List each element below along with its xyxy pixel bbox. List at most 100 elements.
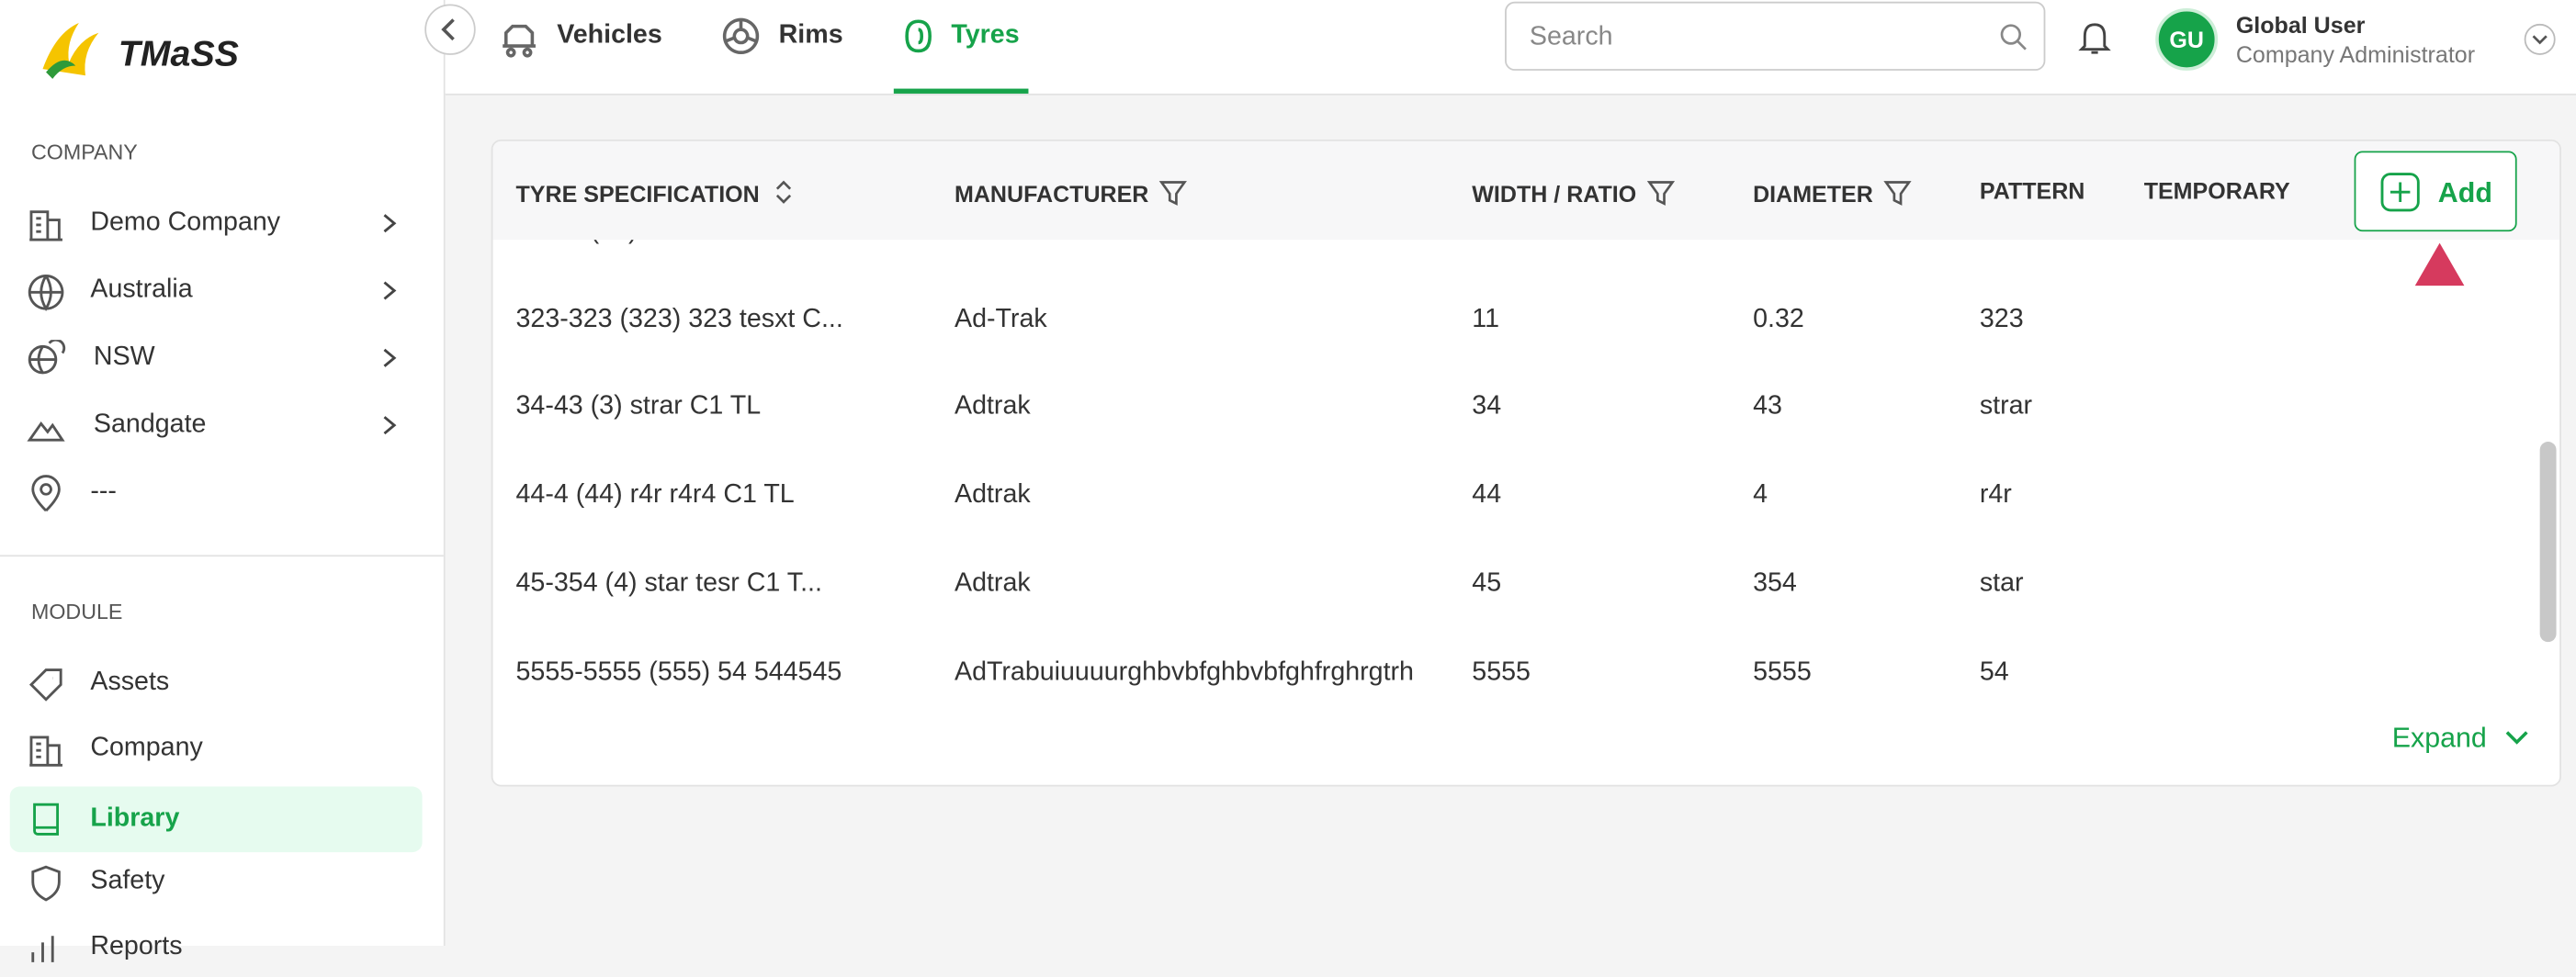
sidebar-item[interactable]: Library xyxy=(9,785,423,852)
add-label: Add xyxy=(2437,177,2492,209)
table-cell: 34 xyxy=(1472,393,1502,421)
add-button[interactable]: Add xyxy=(2354,151,2517,232)
table-cell: 32 xyxy=(1472,240,1685,246)
table-cell: Adtrak xyxy=(954,569,1031,598)
search-icon xyxy=(2000,24,2027,51)
table-cell: 11 xyxy=(1472,305,1499,333)
search-placeholder: Search xyxy=(1529,23,1613,51)
sidebar-item-label: Library xyxy=(90,803,180,832)
table-cell: 45 xyxy=(1472,569,1502,598)
logo-icon xyxy=(42,23,99,79)
sidebar-item-label: Reports xyxy=(90,933,183,961)
expand-label: Expand xyxy=(2391,722,2487,754)
table-cell: 45-354 (4) star tesr C1 T... xyxy=(515,569,822,598)
notification-bell[interactable] xyxy=(2076,19,2112,55)
user-menu-toggle[interactable] xyxy=(2522,21,2558,57)
add-icon xyxy=(2380,173,2420,212)
chevron xyxy=(383,281,397,300)
nav-tab[interactable]: Tyres xyxy=(951,21,1020,50)
table-cell: 323-323 (323) 323 tesxt C... xyxy=(515,305,843,333)
sort-icon[interactable] xyxy=(769,177,798,207)
column-header[interactable]: PATTERN xyxy=(1979,177,2085,204)
sidebar-item-label: Company xyxy=(90,734,203,763)
sidebar-item[interactable]: Demo Company xyxy=(0,194,444,253)
table-card: Add TYRE SPECIFICATION MANUFACTURER WIDTH … xyxy=(491,139,2561,787)
sidebar: TMaSS COMPANY MODULE Demo Company Austral… xyxy=(0,0,446,963)
tab-icon xyxy=(503,24,536,58)
table-cell: Adtrak xyxy=(954,481,1031,510)
table-cell: 5555 xyxy=(1753,657,1812,686)
sidebar-item-label: Safety xyxy=(90,866,165,895)
table-cell: 43 xyxy=(1753,393,1782,421)
column-header[interactable]: DIAMETER xyxy=(1753,177,1913,207)
section-title: COMPANY xyxy=(30,139,138,164)
table-cell: 354 xyxy=(1753,569,1797,598)
table-cell: star xyxy=(1980,240,2193,246)
sidebar-item[interactable]: Safety xyxy=(0,852,444,911)
chevron xyxy=(383,214,397,233)
table-row[interactable]: 45-354 (4) star tesr C1 T... Adtrak 45 354 s… xyxy=(492,569,2537,657)
sidebar-item-label: Assets xyxy=(90,668,170,697)
table-row[interactable]: 44-4 (44) r4r r4r4 C1 TL Adtrak 44 4 r4r xyxy=(492,481,2537,568)
table-cell: 32 xyxy=(1753,240,1966,246)
expand-button[interactable]: Expand xyxy=(2392,723,2531,756)
filter-icon[interactable] xyxy=(1646,177,1676,207)
table-cell: AdTrabuiuuuurghbvbfghbvbfghfrghrgtrh xyxy=(954,657,1414,686)
top-bar: Search GU Global User Company Administra… xyxy=(424,0,2576,95)
column-header[interactable]: WIDTH / RATIO xyxy=(1472,177,1676,207)
sidebar-item-label: Demo Company xyxy=(90,208,281,237)
table-row[interactable]: 5555-5555 (555) 54 544545 AdTrabuiuuuurgh… xyxy=(492,657,2537,700)
table-row[interactable]: 32-32 (33) star C1 TL Advance 32 32 star xyxy=(492,240,2537,304)
column-header[interactable]: TEMPORARY xyxy=(2143,177,2290,204)
scrollbar-thumb[interactable] xyxy=(2539,442,2557,643)
sidebar-item-label: --- xyxy=(90,477,117,506)
table-row[interactable]: 34-43 (3) strar C1 TL Adtrak 34 43 strar xyxy=(492,393,2537,480)
search-box[interactable]: Search xyxy=(1505,1,2046,71)
nav-tab[interactable]: Vehicles xyxy=(557,21,662,50)
table-body: 32-32 (33) star C1 TL Advance 32 32 star 323-… xyxy=(492,240,2537,700)
nav-icon xyxy=(28,668,62,702)
sidebar-item[interactable]: Reports xyxy=(0,918,444,977)
sidebar-item[interactable]: Sandgate xyxy=(0,396,444,455)
table-cell: r4r xyxy=(1979,481,2012,510)
logo-text: TMaSS xyxy=(118,32,239,74)
table-cell: 34-43 (3) strar C1 TL xyxy=(515,393,762,421)
table-cell: 54 xyxy=(1979,657,2009,686)
table-cell: Adtrak xyxy=(954,393,1031,421)
table-cell: Advance xyxy=(955,240,1431,246)
nav-icon xyxy=(33,803,60,836)
active-tab-indicator xyxy=(893,88,1029,94)
divider xyxy=(0,555,444,557)
table-cell: 4 xyxy=(1753,481,1768,510)
avatar[interactable]: GU xyxy=(2155,7,2219,71)
sidebar-item[interactable]: Assets xyxy=(0,654,444,713)
sidebar-item[interactable]: Australia xyxy=(0,261,444,320)
tab-icon xyxy=(722,17,760,55)
table-cell: 32-32 (33) star C1 TL xyxy=(516,240,927,246)
tab-icon xyxy=(905,19,932,53)
nav-icon xyxy=(27,421,65,442)
sidebar-item[interactable]: --- xyxy=(0,463,444,522)
chevron xyxy=(383,348,397,367)
filter-icon[interactable] xyxy=(1883,177,1913,207)
table-cell: 5555 xyxy=(1472,657,1531,686)
filter-icon[interactable] xyxy=(1158,177,1188,207)
sidebar-item-label: NSW xyxy=(93,343,155,372)
sidebar-item[interactable]: Company xyxy=(0,720,444,779)
sidebar-item-label: Australia xyxy=(90,275,193,304)
column-header[interactable]: MANUFACTURER xyxy=(955,177,1188,207)
user-name: Global User xyxy=(2235,11,2366,39)
column-header[interactable]: TYRE SPECIFICATION xyxy=(516,177,799,207)
user-role: Company Administrator xyxy=(2235,40,2476,68)
collapse-button[interactable] xyxy=(424,4,476,56)
nav-icon xyxy=(28,340,66,375)
table-cell: 0.32 xyxy=(1753,305,1804,333)
nav-icon xyxy=(29,210,62,241)
nav-icon xyxy=(31,865,61,902)
table-cell: 5555-5555 (555) 54 544545 xyxy=(515,657,842,686)
nav-tab[interactable]: Rims xyxy=(778,21,843,50)
sidebar-item[interactable]: NSW xyxy=(0,329,444,387)
table-row[interactable]: 323-323 (323) 323 tesxt C... Ad-Trak 11 0.3… xyxy=(492,305,2537,392)
